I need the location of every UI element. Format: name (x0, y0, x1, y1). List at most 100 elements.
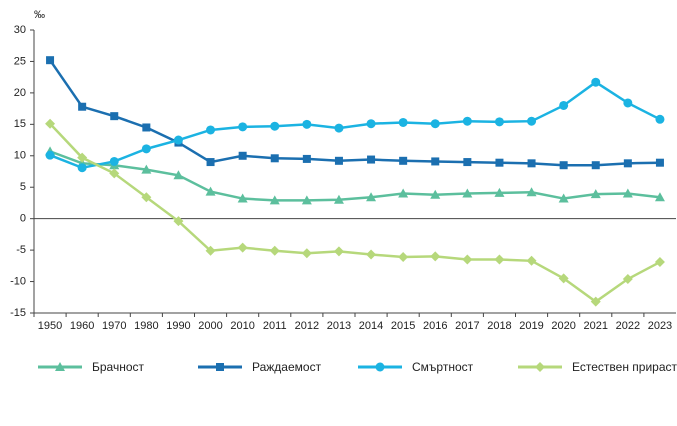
marker (270, 121, 280, 131)
x-tick-label: 2019 (519, 320, 543, 332)
marker (238, 151, 247, 160)
marker (78, 102, 87, 111)
marker (206, 158, 215, 167)
legend-marker (535, 362, 545, 372)
marker (46, 56, 55, 65)
marker (367, 155, 376, 164)
marker (269, 245, 280, 256)
marker (398, 252, 409, 263)
x-tick-label: 2020 (551, 320, 575, 332)
y-tick-label: 30 (14, 24, 26, 36)
marker (430, 251, 441, 262)
marker (655, 158, 664, 167)
marker (430, 119, 440, 129)
marker (590, 296, 601, 307)
marker (558, 273, 569, 284)
marker (559, 100, 569, 110)
x-tick-label: 1950 (38, 320, 62, 332)
marker (238, 122, 248, 132)
legend-marker (375, 362, 385, 372)
marker (269, 195, 280, 205)
marker (302, 119, 312, 129)
marker (173, 170, 184, 180)
marker (173, 216, 184, 227)
marker (398, 188, 409, 198)
marker (527, 159, 536, 168)
marker (654, 192, 665, 202)
x-tick-label: 2013 (327, 320, 351, 332)
x-tick-label: 2016 (423, 320, 447, 332)
marker (526, 255, 537, 266)
series-line (49, 59, 660, 167)
marker (622, 188, 633, 198)
marker (302, 154, 311, 163)
legend-marker (55, 362, 65, 371)
marker (463, 158, 472, 167)
marker (462, 188, 473, 198)
marker (334, 123, 344, 133)
marker (494, 117, 504, 127)
y-tick-label: 25 (14, 55, 26, 67)
x-tick-label: 2021 (584, 320, 608, 332)
y-tick-label: 15 (14, 118, 26, 130)
marker (654, 257, 665, 268)
marker (301, 195, 312, 205)
marker (430, 189, 441, 199)
x-tick-label: 2000 (198, 320, 222, 332)
marker (494, 187, 505, 197)
x-tick-label: 2011 (263, 320, 287, 332)
x-tick-label: 2015 (391, 320, 415, 332)
marker (77, 163, 87, 173)
marker (301, 248, 312, 259)
marker (333, 194, 344, 204)
y-tick-label: -15 (10, 307, 26, 319)
marker (398, 117, 408, 127)
marker (366, 192, 377, 202)
marker (399, 156, 408, 165)
x-tick-label: 2010 (230, 320, 254, 332)
marker (141, 164, 152, 174)
x-tick-label: 2018 (487, 320, 511, 332)
marker (494, 254, 505, 265)
marker (495, 158, 504, 167)
marker (77, 152, 88, 163)
marker (623, 159, 632, 168)
marker (205, 186, 216, 196)
marker (591, 161, 600, 170)
marker (622, 274, 633, 285)
marker (141, 192, 152, 203)
y-tick-label: -10 (10, 275, 26, 287)
x-tick-label: 1990 (166, 320, 190, 332)
series-line (49, 150, 661, 202)
y-tick-label: 20 (14, 87, 26, 99)
marker (173, 135, 183, 145)
legend-label: Раждаемост (252, 360, 322, 374)
marker (558, 193, 569, 203)
marker (366, 119, 376, 129)
legend-label: Брачност (92, 360, 145, 374)
marker (142, 123, 151, 132)
marker (45, 118, 56, 129)
x-tick-label: 2023 (648, 320, 672, 332)
marker (462, 254, 473, 265)
legend-label: Смъртност (412, 360, 474, 374)
x-tick-label: 2017 (455, 320, 479, 332)
marker (237, 242, 248, 253)
y-tick-label: 0 (20, 213, 26, 225)
series-line (49, 80, 661, 170)
marker (333, 246, 344, 257)
x-tick-label: 1960 (70, 320, 94, 332)
marker (559, 161, 568, 170)
marker (110, 112, 119, 121)
marker (655, 114, 665, 124)
marker (590, 189, 601, 199)
marker (237, 193, 248, 203)
marker (431, 157, 440, 166)
marker (206, 125, 216, 135)
marker (526, 187, 537, 197)
y-unit-label: ‰ (34, 9, 45, 21)
legend-label: Естествен прираст (572, 360, 677, 374)
marker (109, 156, 119, 166)
marker (109, 168, 120, 179)
